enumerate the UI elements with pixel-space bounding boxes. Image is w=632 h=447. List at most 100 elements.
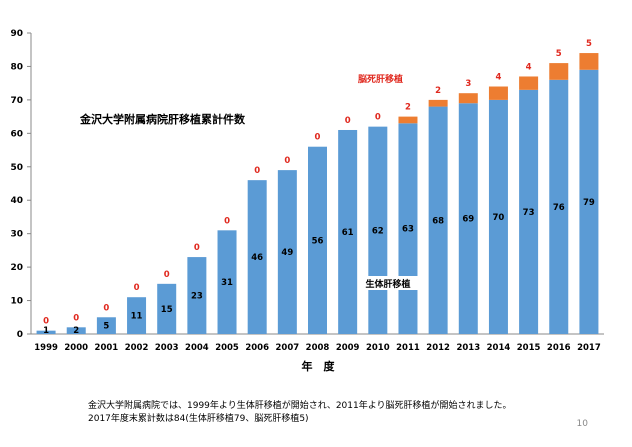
- data-label-deceased-2012: 2: [435, 86, 441, 96]
- x-tick-label: 2014: [487, 343, 511, 353]
- bar-living-2008: [308, 146, 327, 334]
- bar-deceased-2013: [458, 93, 478, 104]
- data-label-deceased-2008: 0: [315, 133, 321, 143]
- data-label-deceased-2007: 0: [284, 156, 290, 166]
- data-label-living-2016: 76: [553, 203, 565, 213]
- y-tick-label: 10: [10, 297, 23, 307]
- data-label-living-2009: 61: [342, 228, 354, 238]
- data-label-deceased-2014: 4: [495, 73, 501, 83]
- x-tick-label: 2015: [517, 343, 541, 353]
- data-label-deceased-2004: 0: [194, 243, 200, 253]
- data-label-deceased-2002: 0: [134, 283, 140, 293]
- chart-labels: 1020501101502303104604905606106206326826…: [43, 39, 595, 336]
- data-label-deceased-2017: 5: [586, 39, 592, 49]
- y-tick-label: 0: [17, 330, 23, 340]
- page-number: 10: [576, 419, 588, 429]
- bar-living-2004: [187, 257, 207, 334]
- y-tick-label: 70: [10, 96, 23, 106]
- bar-living-2001: [96, 317, 116, 334]
- x-tick-label: 2013: [456, 343, 480, 353]
- bar-living-2014: [488, 99, 508, 334]
- data-label-deceased-2001: 0: [103, 303, 109, 313]
- footnote-line-2: 2017年度末累計数は84(生体肝移植79、脳死肝移植5): [88, 414, 309, 424]
- data-label-living-2012: 68: [432, 216, 444, 226]
- data-label-living-2015: 73: [523, 208, 535, 218]
- data-label-deceased-2000: 0: [73, 313, 79, 323]
- bar-living-2006: [247, 180, 267, 334]
- data-label-deceased-1999: 0: [43, 317, 49, 327]
- data-label-living-2002: 11: [131, 312, 143, 322]
- y-tick-label: 90: [10, 29, 23, 39]
- bar-living-1999: [36, 330, 56, 334]
- data-label-deceased-2011: 2: [405, 103, 411, 113]
- bar-deceased-2015: [519, 76, 539, 90]
- data-label-living-2007: 49: [281, 248, 293, 258]
- legend-living-transplant: 生体肝移植: [365, 278, 410, 290]
- data-label-living-2017: 79: [583, 198, 595, 208]
- bar-deceased-2012: [428, 99, 448, 107]
- data-label-deceased-2015: 4: [526, 62, 532, 72]
- data-label-living-2004: 23: [191, 292, 203, 302]
- y-tick-label: 60: [10, 129, 23, 139]
- data-label-deceased-2006: 0: [254, 166, 260, 176]
- data-label-living-2000: 2: [73, 326, 79, 336]
- legend-living-background: [358, 276, 418, 290]
- footnote-line-1: 金沢大学附属病院では、1999年より生体肝移植が開始され、2011年より脳死肝移…: [88, 401, 512, 411]
- bar-living-2012: [428, 106, 448, 334]
- data-label-living-2013: 69: [462, 215, 474, 225]
- data-label-deceased-2005: 0: [224, 216, 230, 226]
- data-label-living-2006: 46: [251, 253, 263, 263]
- data-label-living-2005: 31: [221, 278, 233, 288]
- data-label-living-2014: 70: [493, 213, 505, 223]
- x-tick-label: 2010: [366, 343, 390, 353]
- x-tick-label: 2012: [426, 343, 450, 353]
- data-label-living-1999: 1: [43, 326, 49, 336]
- x-tick-label: 2006: [245, 343, 269, 353]
- y-tick-label: 30: [10, 230, 23, 240]
- bar-living-2003: [157, 283, 177, 334]
- bar-living-2017: [579, 69, 599, 335]
- x-tick-label: 1999: [34, 343, 58, 353]
- x-tick-label: 2005: [215, 343, 239, 353]
- x-tick-label: 2002: [125, 343, 149, 353]
- x-tick-label: 2001: [95, 343, 119, 353]
- bar-living-2013: [458, 103, 478, 334]
- y-tick-label: 20: [10, 263, 23, 273]
- x-tick-label: 2017: [577, 343, 601, 353]
- bar-deceased-2011: [398, 116, 418, 124]
- data-label-deceased-2010: 0: [375, 113, 381, 123]
- data-label-living-2010: 62: [372, 226, 384, 236]
- data-label-deceased-2016: 5: [556, 49, 562, 59]
- y-tick-label: 50: [10, 163, 23, 173]
- bar-deceased-2014: [488, 86, 508, 100]
- x-axis-title: 年 度: [302, 359, 336, 373]
- data-label-living-2008: 56: [312, 236, 324, 246]
- x-tick-label: 2007: [276, 343, 300, 353]
- x-tick-label: 2000: [64, 343, 88, 353]
- bar-living-2009: [338, 129, 358, 334]
- x-tick-label: 2011: [396, 343, 420, 353]
- data-label-deceased-2003: 0: [164, 270, 170, 280]
- chart-bars: [36, 53, 599, 335]
- y-tick-label: 40: [10, 196, 23, 206]
- bar-living-2002: [127, 297, 147, 334]
- data-label-living-2003: 15: [161, 305, 173, 315]
- x-tick-label: 2003: [155, 343, 179, 353]
- data-label-living-2001: 5: [103, 322, 109, 332]
- x-tick-label: 2004: [185, 343, 209, 353]
- data-label-deceased-2013: 3: [465, 79, 471, 89]
- bar-living-2007: [277, 170, 297, 334]
- bar-living-2005: [217, 230, 237, 334]
- x-tick-label: 2016: [547, 343, 571, 353]
- legend-deceased-transplant: 脳死肝移植: [357, 73, 403, 85]
- data-label-living-2011: 63: [402, 225, 414, 235]
- bar-deceased-2017: [579, 53, 599, 70]
- bar-deceased-2016: [549, 63, 569, 80]
- data-label-deceased-2009: 0: [345, 116, 351, 126]
- bar-living-2016: [549, 79, 569, 334]
- y-tick-label: 80: [10, 62, 23, 72]
- bar-living-2015: [519, 89, 539, 334]
- x-tick-label: 2008: [306, 343, 330, 353]
